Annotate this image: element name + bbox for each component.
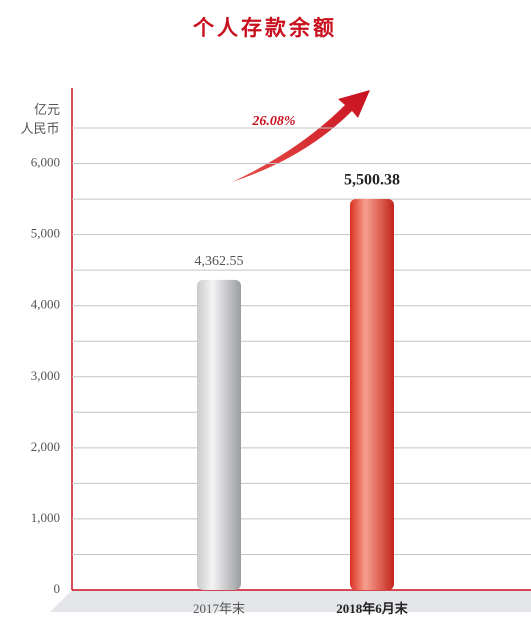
- x-tick-label: 2017年末: [193, 601, 245, 616]
- value-label: 4,362.55: [195, 254, 244, 269]
- bar: [197, 279, 241, 590]
- x-tick-label: 2018年6月末: [336, 601, 409, 616]
- y-tick-label: 4,000: [31, 297, 60, 312]
- y-tick-label: 0: [54, 581, 61, 596]
- value-label: 5,500.38: [344, 172, 400, 189]
- y-axis-label: 人民币: [20, 121, 59, 136]
- annotation: 26.08%: [251, 114, 295, 129]
- floor: [50, 590, 531, 612]
- y-tick-label: 1,000: [31, 510, 60, 525]
- bar: [350, 199, 394, 590]
- y-tick-label: 5,000: [31, 226, 60, 241]
- chart-title: 个人存款余额: [193, 16, 337, 40]
- y-tick-label: 6,000: [31, 155, 60, 170]
- y-axis-label: 亿元: [34, 102, 60, 117]
- y-tick-label: 3,000: [31, 368, 60, 383]
- y-tick-label: 2,000: [31, 439, 60, 454]
- growth-arrow: [232, 90, 370, 182]
